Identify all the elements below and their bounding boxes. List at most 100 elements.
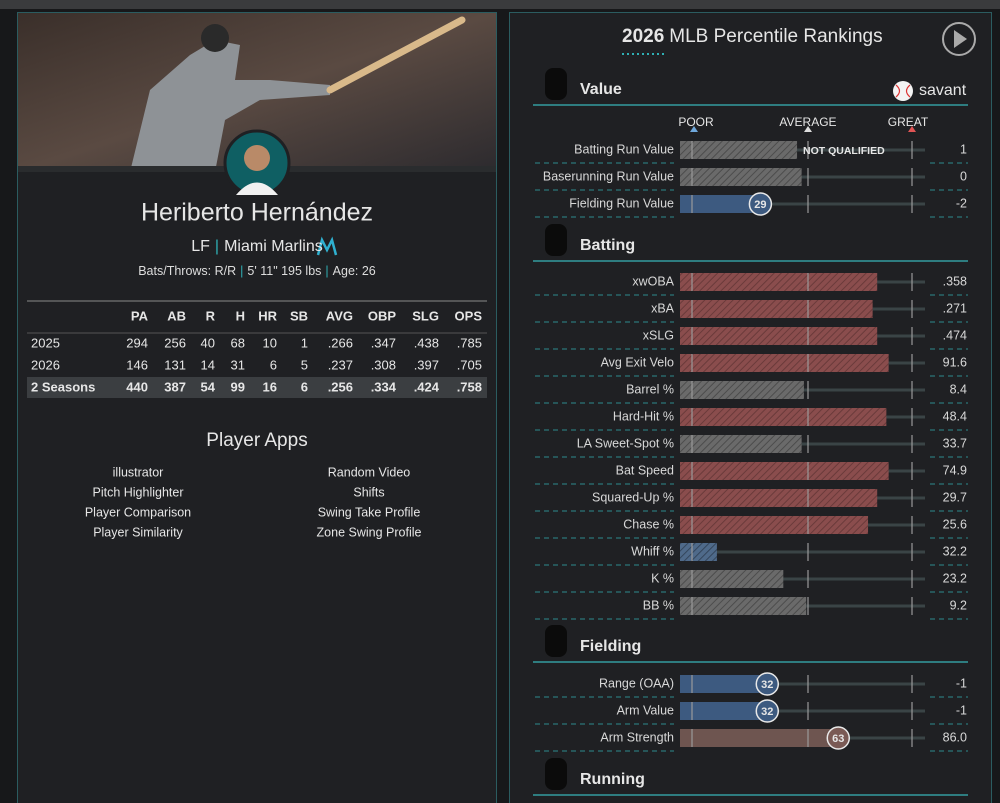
section-icon	[545, 224, 567, 256]
table-cell: 54	[201, 379, 216, 394]
bar-track	[680, 175, 925, 179]
metric-label: Batting Run Value	[574, 142, 674, 156]
metric-value: 23.2	[943, 571, 967, 585]
app-link[interactable]: Swing Take Profile	[318, 505, 421, 519]
metric-label: Squared-Up %	[592, 490, 674, 504]
brand: savant	[919, 82, 967, 99]
metric-value: 91.6	[943, 355, 967, 369]
table-cell: .308	[371, 357, 396, 372]
bar-track	[680, 709, 925, 713]
app-link[interactable]: Shifts	[353, 485, 384, 499]
play-button[interactable]	[942, 22, 976, 56]
bar-track	[680, 202, 925, 206]
table-cell: 40	[201, 335, 215, 350]
table-cell: .705	[457, 357, 482, 372]
section-title: Value	[580, 81, 622, 98]
table-header: OPS	[455, 308, 483, 323]
top-strip	[0, 0, 1000, 9]
table-row-label: 2025	[31, 335, 60, 350]
app-link[interactable]: Player Comparison	[85, 505, 191, 519]
total-row-bg	[27, 377, 487, 398]
rankings-title: 2026 MLB Percentile Rankings	[622, 26, 883, 47]
table-cell: .785	[457, 335, 482, 350]
table-header: SLG	[412, 308, 439, 323]
metric-label: Range (OAA)	[599, 676, 674, 690]
metric-label: Whiff %	[631, 544, 674, 558]
position-part: LF	[191, 238, 210, 255]
percentile-circle	[755, 672, 780, 696]
metric-label: Barrel %	[626, 382, 674, 396]
percentile-bar	[680, 543, 717, 561]
metric-value: 86.0	[943, 730, 967, 744]
metric-value: 29.7	[943, 490, 967, 504]
bio-part: |	[325, 264, 328, 278]
apps-title: Player Apps	[206, 430, 307, 451]
metric-label: Arm Strength	[600, 730, 674, 744]
metric-value: -1	[956, 676, 967, 690]
metric-label: xwOBA	[632, 274, 674, 288]
metric-value: -1	[956, 703, 967, 717]
table-cell: 131	[164, 357, 186, 372]
poor-marker	[690, 126, 698, 132]
app-link[interactable]: Pitch Highlighter	[92, 485, 183, 499]
percentile-label: 29	[754, 199, 766, 211]
table-cell: 294	[126, 335, 148, 350]
app-link[interactable]: Player Similarity	[93, 525, 183, 539]
percentile-bar	[680, 702, 768, 720]
percentile-bar	[680, 141, 798, 159]
metric-label: LA Sweet-Spot %	[577, 436, 674, 450]
table-cell: 10	[263, 335, 277, 350]
app-link[interactable]: Random Video	[328, 465, 411, 479]
table-cell: .256	[328, 379, 353, 394]
table-header: H	[236, 308, 245, 323]
metric-label: Baserunning Run Value	[543, 169, 674, 183]
player-name: Heriberto Hernández	[141, 199, 373, 227]
table-cell: .397	[414, 357, 439, 372]
metric-value: .358	[943, 274, 967, 288]
metric-label: Arm Value	[617, 703, 674, 717]
team-logo	[316, 236, 338, 256]
percentile-circle	[748, 192, 773, 216]
qualification-note: NOT QUALIFIED	[803, 145, 885, 157]
savant-logo	[893, 81, 913, 101]
table-cell: .438	[414, 335, 439, 350]
scale-poor: POOR	[678, 115, 714, 129]
position-line: LF | Miami Marlins	[191, 238, 323, 255]
percentile-label: 32	[761, 706, 773, 718]
bar-track	[680, 577, 925, 581]
scale-great: GREAT	[888, 115, 929, 129]
table-header: AB	[167, 308, 186, 323]
average-marker	[804, 126, 812, 132]
table-cell: 68	[231, 335, 245, 350]
bar-track	[680, 682, 925, 686]
table-cell: 14	[201, 357, 215, 372]
metric-value: 33.7	[943, 436, 967, 450]
percentile-bar	[680, 300, 873, 318]
app-link[interactable]: Zone Swing Profile	[317, 525, 422, 539]
metric-value: 0	[960, 169, 967, 183]
headshot-face	[244, 145, 270, 171]
table-cell: 440	[126, 379, 148, 394]
percentile-bar	[680, 273, 878, 291]
table-cell: 5	[301, 357, 308, 372]
bar-track	[680, 442, 925, 446]
table-cell: .758	[457, 379, 482, 394]
app-link[interactable]: illustrator	[113, 465, 164, 479]
percentile-bar	[680, 675, 768, 693]
table-cell: .424	[414, 379, 440, 394]
metric-label: Hard-Hit %	[613, 409, 674, 423]
bio-part: 5' 11" 195 lbs	[247, 264, 321, 278]
percentile-label: 63	[832, 733, 844, 745]
metric-label: Bat Speed	[616, 463, 674, 477]
table-cell: .334	[371, 379, 397, 394]
percentile-bar	[680, 462, 889, 480]
metric-label: Avg Exit Velo	[601, 355, 674, 369]
percentile-bar	[680, 195, 761, 213]
table-header: OBP	[368, 308, 397, 323]
percentile-bar	[680, 516, 869, 534]
bio-line: Bats/Throws: R/R | 5' 11" 195 lbs | Age: 26	[138, 264, 376, 278]
metric-label: Chase %	[623, 517, 674, 531]
percentile-circle	[826, 726, 851, 750]
percentile-bar	[680, 354, 889, 372]
